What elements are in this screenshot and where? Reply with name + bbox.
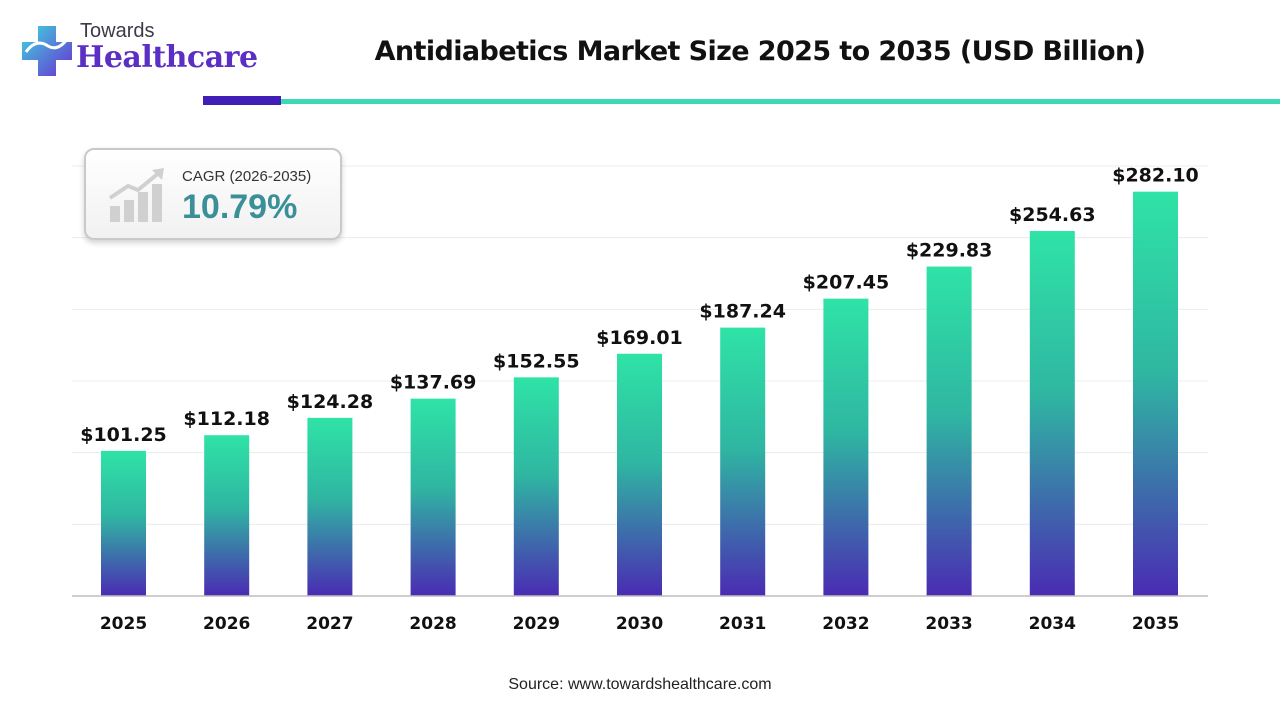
bar-2029 xyxy=(513,377,559,596)
growth-chart-icon xyxy=(108,168,164,222)
cagr-value: 10.79% xyxy=(182,188,298,226)
x-tick-label-2028: 2028 xyxy=(409,614,456,634)
value-label-2025: $101.25 xyxy=(80,424,167,446)
x-tick-label-2033: 2033 xyxy=(925,614,972,634)
x-tick-label-2035: 2035 xyxy=(1132,614,1179,634)
value-label-2026: $112.18 xyxy=(183,408,270,430)
x-tick-label-2026: 2026 xyxy=(203,614,250,634)
value-label-2031: $187.24 xyxy=(699,301,786,323)
value-label-2028: $137.69 xyxy=(390,372,477,394)
bar-2035 xyxy=(1133,191,1178,596)
bar-2031 xyxy=(720,327,766,596)
cagr-card: CAGR (2026-2035) 10.79% xyxy=(84,148,342,240)
value-label-2032: $207.45 xyxy=(803,272,890,294)
bar-2032 xyxy=(823,298,869,596)
bar-2026 xyxy=(204,435,250,596)
title-rule-purple xyxy=(203,96,281,105)
bar-2030 xyxy=(617,353,662,596)
x-tick-label-2027: 2027 xyxy=(306,614,353,634)
logo-healthcare-text: Healthcare xyxy=(76,40,258,75)
value-label-2027: $124.28 xyxy=(287,391,374,413)
value-label-2033: $229.83 xyxy=(906,240,993,262)
bar-2027 xyxy=(307,417,353,596)
bar-2025 xyxy=(101,450,146,596)
source-text: Source: www.towardshealthcare.com xyxy=(508,676,772,693)
value-label-2035: $282.10 xyxy=(1112,165,1199,187)
medical-cross-icon xyxy=(22,26,72,76)
x-tick-label-2030: 2030 xyxy=(616,614,663,634)
chart-title: Antidiabetics Market Size 2025 to 2035 (… xyxy=(374,36,1146,67)
brand-logo: Towards Healthcare xyxy=(20,18,258,88)
title-rule-teal xyxy=(281,99,1280,104)
x-tick-label-2032: 2032 xyxy=(822,614,869,634)
x-tick-label-2034: 2034 xyxy=(1029,614,1076,634)
bar-2033 xyxy=(926,266,972,596)
bar-2028 xyxy=(410,398,456,596)
value-label-2029: $152.55 xyxy=(493,350,580,372)
x-tick-label-2031: 2031 xyxy=(719,614,766,634)
value-label-2034: $254.63 xyxy=(1009,204,1096,226)
value-label-2030: $169.01 xyxy=(596,327,683,349)
x-tick-label-2029: 2029 xyxy=(513,614,560,634)
bar-2034 xyxy=(1029,231,1075,596)
cagr-label: CAGR (2026-2035) xyxy=(182,168,312,185)
logo-towards-text: Towards xyxy=(80,20,155,42)
x-tick-label-2025: 2025 xyxy=(100,614,147,634)
